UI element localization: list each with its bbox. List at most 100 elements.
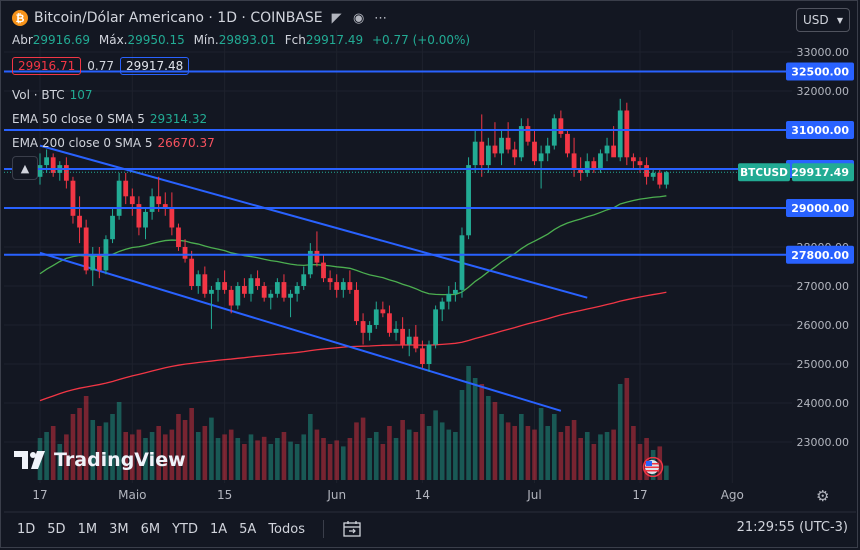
- currency-label: USD: [803, 13, 829, 27]
- price-tick-label: 33000.00: [797, 46, 850, 59]
- spread-value: 0.77: [87, 59, 114, 73]
- ema200-value: 26670.37: [157, 136, 215, 150]
- timeframe-5d[interactable]: 5D: [47, 521, 66, 537]
- candle-body: [96, 254, 102, 271]
- sell-price-button[interactable]: 29916.71: [12, 57, 82, 75]
- candle-body: [650, 172, 656, 177]
- volume-bar: [373, 432, 379, 480]
- volume-bar: [584, 432, 590, 480]
- time-axis[interactable]: 17 Maio 15 Jun 14 Jul 17 Ago: [4, 488, 856, 513]
- volume-bar: [624, 378, 630, 480]
- volume-bar: [433, 410, 438, 480]
- candle-body: [459, 235, 465, 290]
- timeframe-5a[interactable]: 5A: [239, 521, 257, 537]
- more-icon[interactable]: ⋯: [374, 10, 388, 26]
- candle-body: [301, 274, 307, 286]
- candle-body: [644, 165, 649, 177]
- candle-body: [294, 286, 300, 294]
- volume-bar: [209, 417, 214, 480]
- timeframe-ytd[interactable]: YTD: [172, 521, 198, 537]
- volume-bar: [604, 432, 610, 480]
- symbol-title[interactable]: Bitcoin/Dólar Americano · 1D · COINBASE: [34, 10, 323, 26]
- price-axis[interactable]: 23000.00 24000.00 25000.00 26000.00 27000.00…: [738, 46, 854, 449]
- volume-bar: [143, 438, 148, 480]
- timeframe-1d[interactable]: 1D: [17, 521, 36, 537]
- us-flag-icon[interactable]: [641, 457, 665, 477]
- toolbar-divider: [322, 520, 324, 538]
- candle-body: [413, 336, 419, 349]
- timeframe-todos[interactable]: Todos: [268, 521, 305, 537]
- volume-bar: [439, 422, 445, 480]
- volume-legend[interactable]: Vol · BTC 107: [12, 88, 93, 102]
- candle-body: [307, 250, 313, 275]
- trendline[interactable]: [39, 144, 588, 299]
- settings-gear-icon[interactable]: ⚙: [816, 487, 830, 505]
- candle-body: [70, 180, 76, 216]
- volume-bar: [195, 432, 201, 480]
- volume-bar: [149, 432, 155, 480]
- volume-bar: [248, 434, 254, 480]
- candle-body: [420, 348, 425, 364]
- candle-body: [624, 110, 630, 158]
- candle-body: [499, 137, 504, 154]
- candle-body: [176, 227, 181, 247]
- timeframe-1a[interactable]: 1A: [209, 521, 228, 537]
- level-badge[interactable]: [786, 121, 854, 139]
- level-badge-label: 32500.00: [791, 66, 849, 79]
- volume-bar: [532, 429, 537, 480]
- collapse-legend-button[interactable]: ▲: [12, 156, 38, 180]
- volume-bar: [77, 408, 82, 480]
- timeframe-1m[interactable]: 1M: [77, 521, 98, 537]
- candle-body: [189, 258, 195, 286]
- candle-body: [446, 293, 452, 302]
- volume-bar: [162, 434, 168, 480]
- level-badge[interactable]: [786, 245, 854, 264]
- candles: [37, 98, 669, 372]
- trendline[interactable]: [39, 251, 562, 412]
- buy-price-button[interactable]: 29917.48: [119, 57, 190, 75]
- volume-bar: [565, 426, 570, 480]
- candle-body: [433, 309, 439, 345]
- candle-body: [136, 204, 142, 228]
- volume-bar: [261, 436, 267, 480]
- candle-body: [241, 286, 247, 294]
- timeframe-6m[interactable]: 6M: [140, 521, 161, 537]
- trendlines[interactable]: [39, 144, 588, 412]
- hide-icon[interactable]: ◤: [331, 10, 342, 26]
- candle-body: [492, 145, 498, 154]
- calendar-range-icon[interactable]: [342, 520, 362, 538]
- volume-bar: [228, 429, 234, 480]
- eye-icon[interactable]: ◉: [352, 10, 365, 26]
- price-tick-label: 32000.00: [797, 85, 850, 98]
- candle-body: [373, 309, 379, 325]
- volume-bar: [479, 384, 485, 480]
- volume-bar: [116, 402, 122, 480]
- volume-bar: [505, 422, 511, 480]
- candle-body: [340, 282, 346, 290]
- ema50-legend[interactable]: EMA 50 close 0 SMA 5 29314.32: [12, 112, 207, 126]
- currency-select[interactable]: USD ▼: [796, 8, 850, 32]
- clock-timezone[interactable]: 21:29:55 (UTC-3): [736, 520, 848, 535]
- candle-body: [637, 161, 643, 166]
- volume-bar: [327, 444, 333, 480]
- candle-body: [274, 282, 280, 294]
- ema50-value: 29314.32: [149, 112, 208, 126]
- volume-bar: [44, 432, 49, 480]
- timeframe-3m[interactable]: 3M: [109, 521, 129, 537]
- level-badge[interactable]: [786, 199, 854, 217]
- volume-bar: [176, 414, 181, 480]
- ema200-legend[interactable]: EMA 200 close 0 SMA 5 26670.37: [12, 136, 215, 150]
- volume-bar: [130, 434, 135, 480]
- candle-body: [571, 153, 577, 169]
- volume-bar: [571, 420, 577, 480]
- candle-body: [182, 247, 188, 259]
- volume-bar: [551, 414, 557, 480]
- volume-bar: [545, 426, 550, 480]
- tradingview-logo[interactable]: TradingView: [14, 449, 186, 471]
- candle-body: [584, 161, 590, 173]
- candle-body: [617, 110, 623, 158]
- level-badge[interactable]: [786, 62, 854, 81]
- horizontal-levels[interactable]: [4, 70, 792, 256]
- candle-body: [248, 278, 254, 294]
